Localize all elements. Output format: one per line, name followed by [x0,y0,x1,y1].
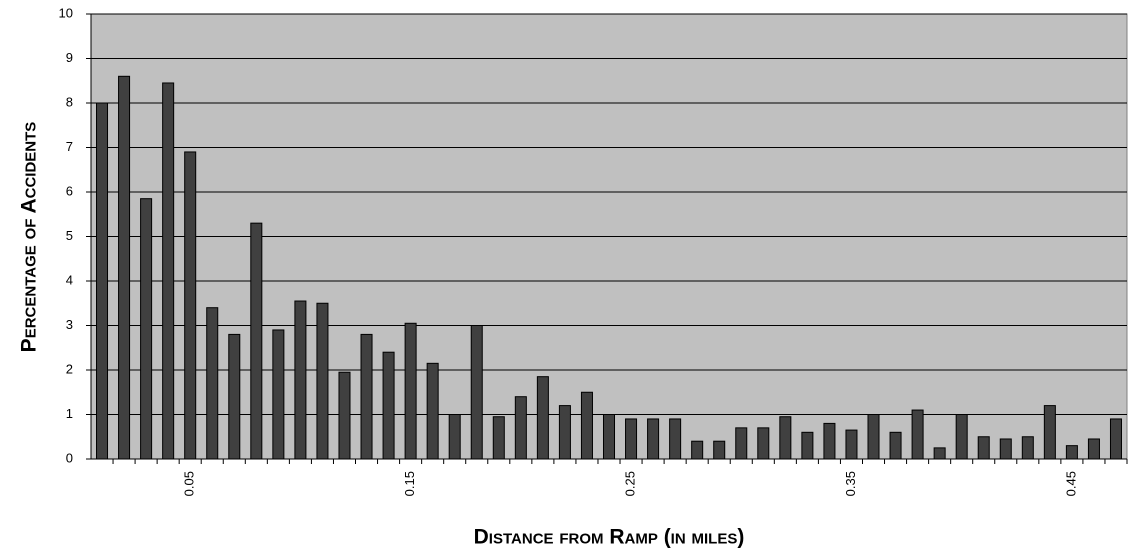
bar [360,333,373,460]
bar [889,431,902,460]
bar [823,422,836,460]
bar [669,418,682,460]
bar [228,333,241,460]
x-tick-label: 0.35 [843,471,858,496]
bar [250,222,263,460]
x-tick-label: 0.15 [402,471,417,496]
bar [713,440,726,460]
bar [316,302,329,460]
bar [558,405,571,460]
bar [1043,405,1056,460]
bar [867,414,880,460]
bar [580,391,593,460]
bar [382,351,395,460]
bar [338,371,351,460]
bar [911,409,924,460]
y-tick-label: 8 [66,94,73,109]
bar [118,75,131,460]
bar [448,414,461,460]
bar [801,431,814,460]
x-tick-label: 0.25 [622,471,637,496]
bar [536,376,549,460]
bar [691,440,704,460]
bar [955,414,968,460]
x-tick-label: 0.45 [1063,471,1078,496]
bar [514,396,527,460]
bar [140,198,153,460]
bar [162,82,175,460]
bar [294,300,307,460]
y-tick-label: 1 [66,406,73,421]
y-axis-title: Percentage of Accidents [18,122,41,353]
bar [647,418,660,460]
bar [977,436,990,460]
bar [602,414,616,460]
bar [735,427,748,460]
bar [492,416,505,460]
bar [1065,445,1078,460]
bar [404,322,417,460]
bar [625,418,638,460]
y-tick-label: 10 [59,5,73,20]
bar [1109,418,1122,460]
bar [845,429,858,460]
bar [779,416,792,460]
bar [470,325,483,460]
y-tick-label: 6 [66,183,73,198]
bar [933,447,946,460]
bar [999,438,1012,460]
bar [96,102,109,460]
bar [272,329,285,460]
x-axis-title: Distance from Ramp (in miles) [474,526,745,549]
y-tick-label: 2 [66,361,73,376]
y-tick-label: 9 [66,50,73,65]
bar [757,427,770,460]
bar [206,307,219,460]
y-tick-label: 4 [66,272,73,287]
bar [184,151,197,460]
bar [1087,438,1100,460]
y-tick-label: 0 [66,450,73,465]
y-tick-label: 7 [66,139,73,154]
y-tick-label: 3 [66,317,73,332]
y-tick-label: 5 [66,228,73,243]
x-tick-label: 0.05 [182,471,197,496]
bar [1021,436,1034,460]
bar [426,362,439,460]
